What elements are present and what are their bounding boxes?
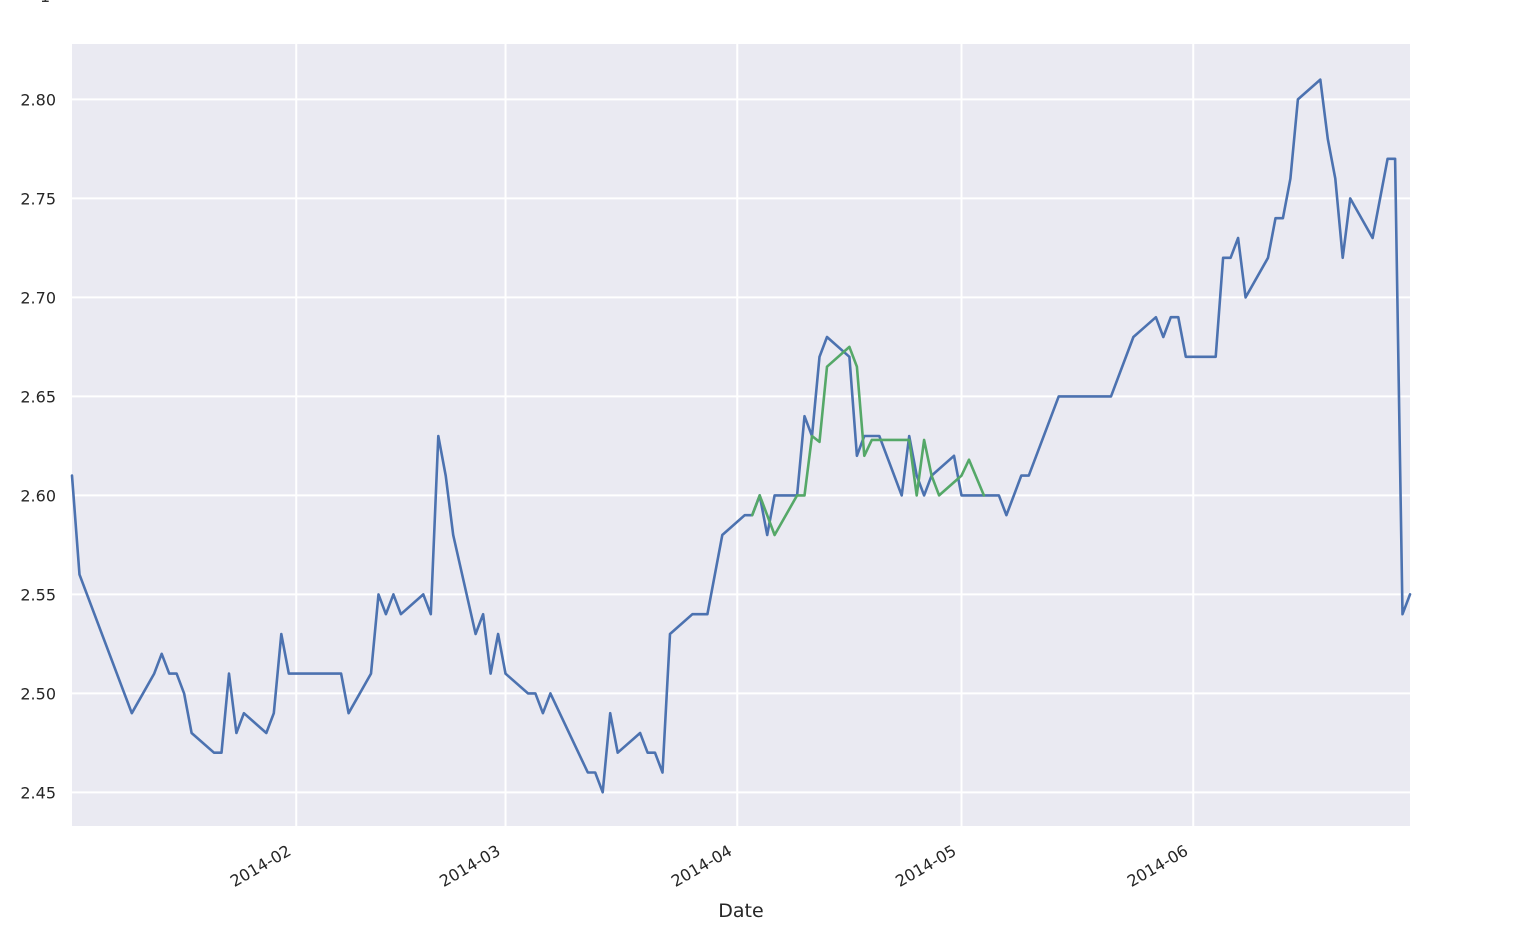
y-tick-label: 2.45 <box>20 783 56 802</box>
y-tick-label: 2.75 <box>20 189 56 208</box>
y-tick-label: 2.55 <box>20 585 56 604</box>
y-axis-tick-labels: 2.45 2.50 2.55 2.60 2.65 2.70 2.75 2.80 <box>20 90 56 802</box>
series-lines <box>70 78 1412 794</box>
y-tick-label: 2.70 <box>20 288 56 307</box>
x-axis-label: Date <box>718 900 763 922</box>
x-tick-label: 2014-02 <box>227 841 294 891</box>
series-line-blue <box>70 78 1412 794</box>
x-tick-label: 2014-05 <box>892 841 959 891</box>
x-axis-tick-labels: 2014-02 2014-03 2014-04 2014-05 2014-06 <box>227 841 1191 891</box>
y-tick-label: 2.60 <box>20 486 56 505</box>
y-tick-label: 2.65 <box>20 387 56 406</box>
cropped-header-glyph: 1 <box>40 0 50 6</box>
x-tick-label: 2014-04 <box>668 841 735 891</box>
y-tick-label: 2.50 <box>20 684 56 703</box>
plot-area <box>72 44 1410 826</box>
grid-lines <box>72 44 1410 826</box>
series-line-green <box>750 345 986 537</box>
x-tick-label: 2014-06 <box>1124 841 1191 891</box>
y-tick-label: 2.80 <box>20 90 56 109</box>
x-tick-label: 2014-03 <box>436 841 503 891</box>
